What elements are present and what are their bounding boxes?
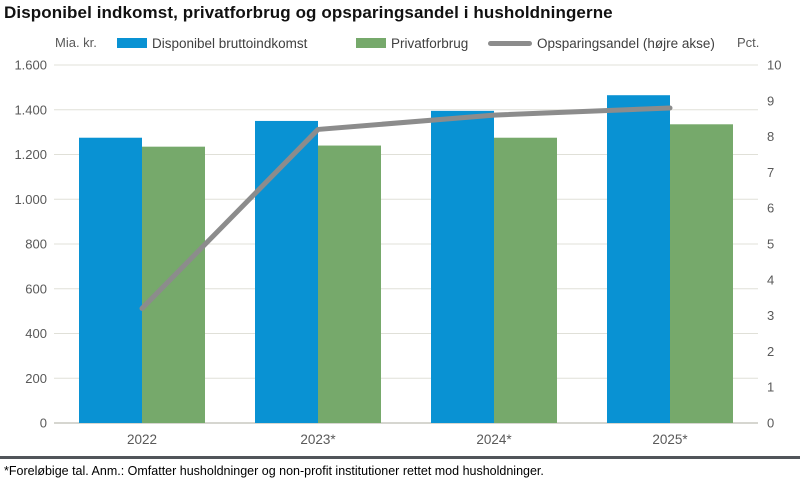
consumption-bar-swatch-icon [356,38,386,48]
right-axis-tick: 5 [767,237,774,252]
right-axis-tick: 6 [767,201,774,216]
footnote-text: *Foreløbige tal. Anm.: Omfatter husholdn… [4,464,544,478]
bar-income-2024* [431,110,494,424]
right-axis-tick: 7 [767,165,774,180]
legend-label-income: Disponibel bruttoindkomst [152,35,308,51]
legend-label-consumption: Privatforbrug [391,35,469,51]
left-axis-tick: 1.000 [14,192,47,207]
savings-rate-line [139,105,673,311]
bar-consumption-2025* [670,124,733,423]
x-axis-label: 2023* [300,432,336,447]
right-axis-tick: 4 [767,272,774,287]
left-axis-tick: 400 [25,326,47,341]
bar-consumption-2024* [494,137,557,423]
income-bar-swatch-icon [117,38,147,48]
x-axis-label: 2022 [127,432,157,447]
right-axis-tick: 2 [767,344,774,359]
legend-item-consumption: Privatforbrug [356,33,468,53]
legend-row: Mia. kr. Disponibel bruttoindkomst Priva… [0,33,800,53]
right-axis-tick: 0 [767,416,774,431]
savings-line-swatch-icon [488,40,532,46]
right-axis-tick: 9 [767,93,774,108]
left-axis-tick: 1.600 [14,58,47,73]
left-axis-tick: 200 [25,371,47,386]
bar-income-2022 [79,137,142,423]
bar-income-2023* [255,120,318,423]
legend-item-income: Disponibel bruttoindkomst [117,33,307,53]
bar-income-2025* [607,95,670,424]
left-axis-unit-label: Mia. kr. [55,35,97,50]
right-axis-tick: 1 [767,380,774,395]
legend-label-savings: Opsparingsandel (højre akse) [537,35,715,51]
left-axis-tick: 600 [25,281,47,296]
left-axis-tick: 800 [25,237,47,252]
chart-title: Disponibel indkomst, privatforbrug og op… [4,3,613,22]
left-axis-tick: 1.400 [14,102,47,117]
x-axis-label: 2025* [652,432,688,447]
x-axis-label: 2024* [476,432,512,447]
left-axis-tick: 0 [40,416,47,431]
chart-plot-area: 0 200 400 600 800 1.000 1.200 1.400 1.600 0 1 2 3 4 5 6… [14,58,781,448]
right-axis-tick: 8 [767,129,774,144]
left-axis-tick: 1.200 [14,147,47,162]
right-axis-unit-label: Pct. [737,35,760,50]
legend-item-savings: Opsparingsandel (højre akse) [488,33,715,53]
bar-consumption-2023* [318,145,381,424]
bar-consumption-2022 [142,146,205,423]
right-axis-tick: 10 [767,58,781,73]
right-axis-tick: 3 [767,308,774,323]
footer-divider [0,456,800,459]
